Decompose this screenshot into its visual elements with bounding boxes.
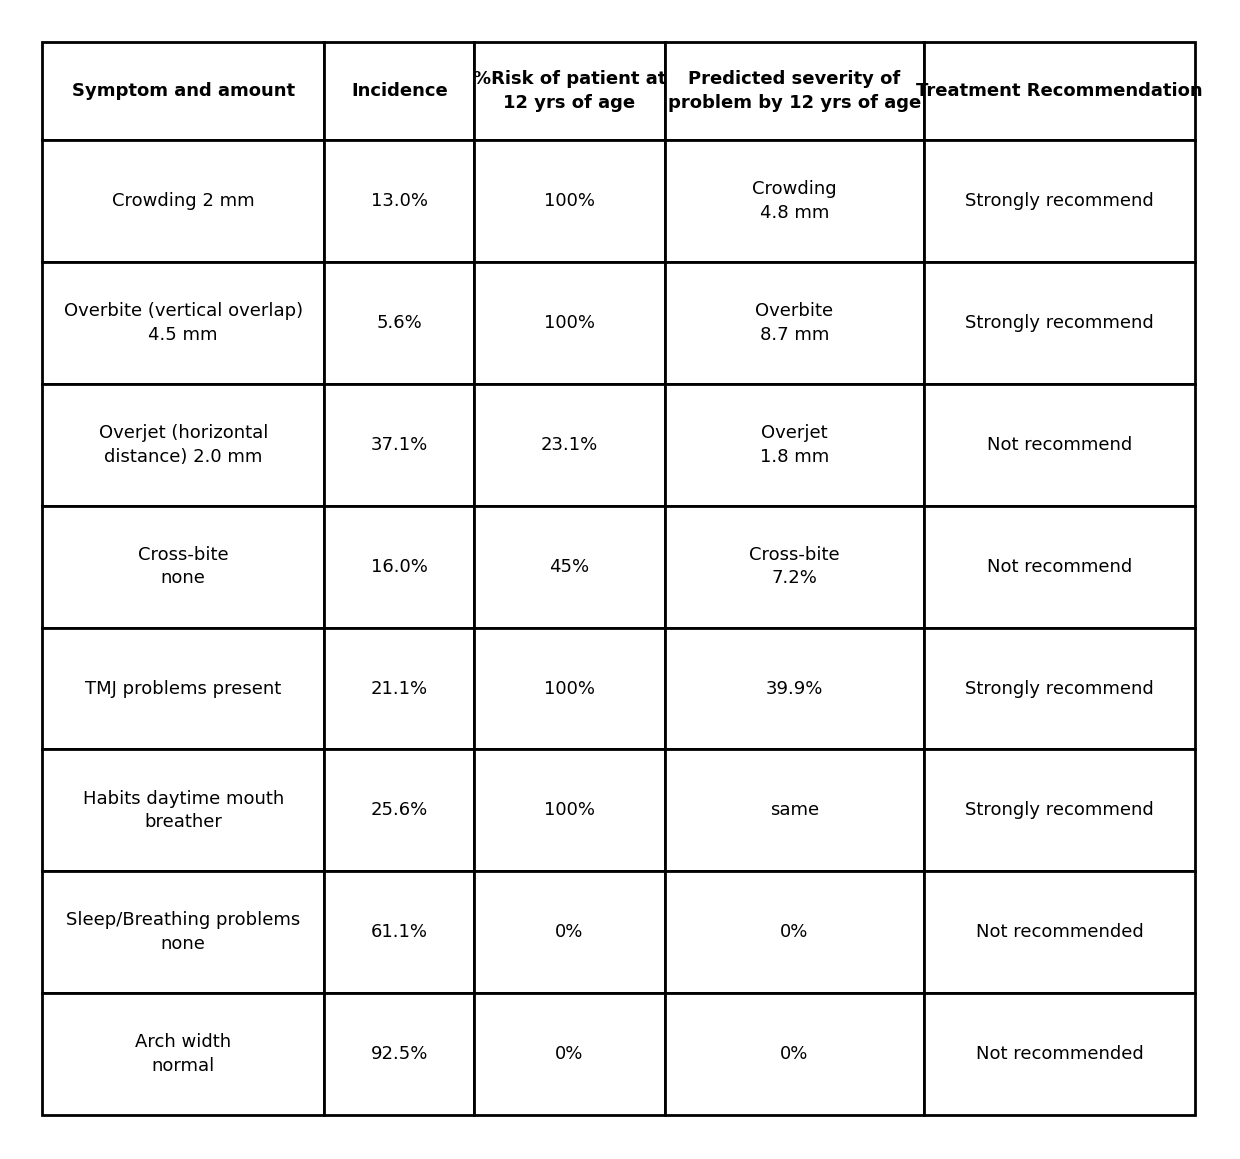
Bar <box>665 505 924 627</box>
Text: Overjet
1.8 mm: Overjet 1.8 mm <box>760 424 830 466</box>
Text: 37.1%: 37.1% <box>371 436 428 454</box>
Bar <box>475 750 665 872</box>
Bar <box>42 42 325 140</box>
Text: Overjet (horizontal
distance) 2.0 mm: Overjet (horizontal distance) 2.0 mm <box>98 424 268 466</box>
Bar <box>325 140 475 262</box>
Bar <box>325 872 475 993</box>
Bar <box>924 505 1195 627</box>
Bar <box>924 872 1195 993</box>
Text: 5.6%: 5.6% <box>377 314 423 331</box>
Bar <box>325 627 475 750</box>
Text: 45%: 45% <box>549 557 589 576</box>
Bar <box>475 627 665 750</box>
Bar <box>42 384 325 505</box>
Text: Incidence: Incidence <box>351 82 448 100</box>
Bar <box>924 384 1195 505</box>
Text: Not recommend: Not recommend <box>987 557 1132 576</box>
Bar <box>42 750 325 872</box>
Bar <box>325 505 475 627</box>
Text: Cross-bite
none: Cross-bite none <box>138 546 228 588</box>
Text: Crowding
4.8 mm: Crowding 4.8 mm <box>751 181 837 221</box>
Bar <box>325 384 475 505</box>
Bar <box>475 140 665 262</box>
Text: TMJ problems present: TMJ problems present <box>86 679 281 698</box>
Text: Crowding 2 mm: Crowding 2 mm <box>112 192 254 210</box>
Bar <box>665 872 924 993</box>
Bar <box>42 872 325 993</box>
Bar <box>924 140 1195 262</box>
Text: 39.9%: 39.9% <box>765 679 823 698</box>
Text: 0%: 0% <box>780 1045 808 1063</box>
Text: 61.1%: 61.1% <box>371 924 428 941</box>
Text: Symptom and amount: Symptom and amount <box>72 82 295 100</box>
Text: 100%: 100% <box>544 314 595 331</box>
Bar <box>325 993 475 1115</box>
Bar <box>924 627 1195 750</box>
Text: Not recommended: Not recommended <box>976 1045 1143 1063</box>
Bar <box>475 993 665 1115</box>
Text: Strongly recommend: Strongly recommend <box>965 801 1154 819</box>
Bar <box>924 262 1195 384</box>
Text: 100%: 100% <box>544 679 595 698</box>
Text: Strongly recommend: Strongly recommend <box>965 192 1154 210</box>
Text: 13.0%: 13.0% <box>371 192 428 210</box>
Bar <box>42 140 325 262</box>
Text: 23.1%: 23.1% <box>541 436 598 454</box>
Bar <box>924 993 1195 1115</box>
Bar <box>665 993 924 1115</box>
Text: Not recommend: Not recommend <box>987 436 1132 454</box>
Text: 0%: 0% <box>556 1045 584 1063</box>
Text: 100%: 100% <box>544 192 595 210</box>
Bar <box>475 872 665 993</box>
Text: Predicted severity of
problem by 12 yrs of age: Predicted severity of problem by 12 yrs … <box>667 71 921 112</box>
Bar <box>42 505 325 627</box>
Bar <box>325 750 475 872</box>
Text: 0%: 0% <box>780 924 808 941</box>
Text: 25.6%: 25.6% <box>371 801 428 819</box>
Text: Treatment Recommendation: Treatment Recommendation <box>916 82 1203 100</box>
Bar <box>665 262 924 384</box>
Bar <box>475 42 665 140</box>
Text: Habits daytime mouth
breather: Habits daytime mouth breather <box>83 789 284 831</box>
Bar <box>665 627 924 750</box>
Text: Strongly recommend: Strongly recommend <box>965 679 1154 698</box>
Bar <box>924 42 1195 140</box>
Text: Overbite (vertical overlap)
4.5 mm: Overbite (vertical overlap) 4.5 mm <box>63 302 303 344</box>
Bar <box>475 262 665 384</box>
Text: 16.0%: 16.0% <box>371 557 428 576</box>
Text: Strongly recommend: Strongly recommend <box>965 314 1154 331</box>
Text: Sleep/Breathing problems
none: Sleep/Breathing problems none <box>66 911 300 953</box>
Bar <box>42 262 325 384</box>
Bar <box>665 750 924 872</box>
Text: Not recommended: Not recommended <box>976 924 1143 941</box>
Bar <box>475 384 665 505</box>
Bar <box>325 262 475 384</box>
Text: 92.5%: 92.5% <box>371 1045 428 1063</box>
Text: same: same <box>770 801 818 819</box>
Text: 21.1%: 21.1% <box>371 679 428 698</box>
Bar <box>665 384 924 505</box>
Bar <box>665 140 924 262</box>
Text: %Risk of patient at
12 yrs of age: %Risk of patient at 12 yrs of age <box>472 71 666 112</box>
Bar <box>42 627 325 750</box>
Text: 100%: 100% <box>544 801 595 819</box>
Bar <box>42 993 325 1115</box>
Text: Overbite
8.7 mm: Overbite 8.7 mm <box>755 302 833 344</box>
Bar <box>475 505 665 627</box>
Bar <box>325 42 475 140</box>
Text: Arch width
normal: Arch width normal <box>135 1034 232 1074</box>
Bar <box>665 42 924 140</box>
Text: 0%: 0% <box>556 924 584 941</box>
Bar <box>924 750 1195 872</box>
Text: Cross-bite
7.2%: Cross-bite 7.2% <box>749 546 839 588</box>
